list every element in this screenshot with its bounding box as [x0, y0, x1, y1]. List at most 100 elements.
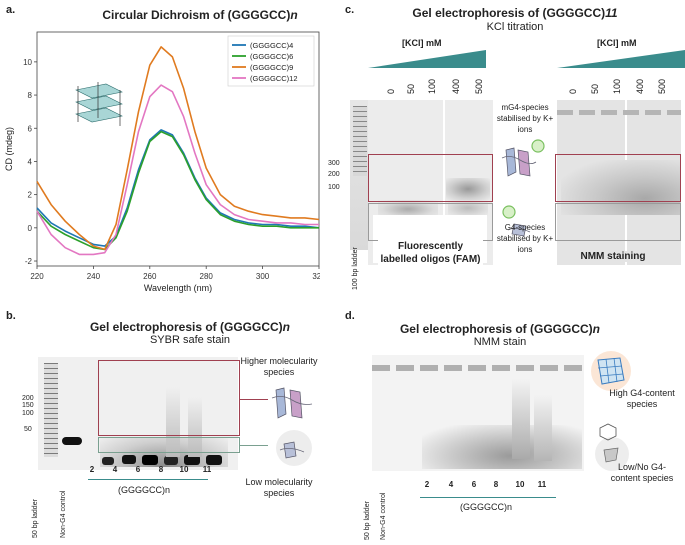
- panel-a-label: a.: [6, 4, 16, 16]
- lane-b-0: 2: [89, 465, 95, 474]
- low-label-b: Low molecularity species: [245, 477, 313, 498]
- cd-series-line-3: [36, 84, 319, 256]
- cd-chart: 220 240 260 280 300 320 -2 0 2 4 6 8 10 Wavelength (n…: [4, 31, 320, 293]
- control-label-b: Non-G4 control: [60, 490, 67, 538]
- lower-line-b: [240, 445, 268, 446]
- kcl-wedge-left: [368, 50, 486, 68]
- fam-label: Fluorescently labelled oligos (FAM): [378, 240, 483, 266]
- low-structure-icon-b: [276, 430, 312, 466]
- conc-right-3: 400: [635, 78, 645, 94]
- cd-ytick-label-6: 10: [23, 58, 32, 67]
- lane-d-5: 11: [537, 480, 547, 489]
- cd-series-line-0: [36, 129, 320, 247]
- panel-d-title-sub: n: [592, 322, 601, 336]
- ladder-b-tick-0: 200: [22, 395, 34, 402]
- conc-left-1: 50: [406, 83, 416, 94]
- panel-d-title: Gel electrophoresis of (GGGGCC)n: [370, 322, 630, 336]
- cd-xtick-label-0: 220: [30, 272, 44, 281]
- panel-b-title-sub: n: [282, 320, 291, 334]
- gel-d: [372, 355, 584, 471]
- cd-series-line-2: [36, 46, 320, 251]
- cd-ytick-label-0: -2: [25, 257, 33, 266]
- g4-structure-inset-icon: [75, 82, 123, 126]
- ladder-gel-c: [350, 100, 370, 250]
- cd-ytick-label-4: 6: [28, 124, 33, 133]
- panel-a-title-text: Circular Dichroism of (GGGGCC): [102, 8, 291, 22]
- cd-legend-label-1: (GGGGCC)6: [250, 52, 293, 61]
- lane-b-2: 6: [135, 465, 141, 474]
- g4-tetrad-plane-2: [75, 107, 123, 123]
- kcl-wedge-left-shape: [368, 50, 486, 68]
- panel-b-title: Gel electrophoresis of (GGGGCC)n: [60, 320, 320, 334]
- cd-xlabel: Wavelength (nm): [144, 283, 212, 293]
- cd-xtick-label-2: 260: [143, 272, 157, 281]
- high-g4-label-d: High G4-content species: [609, 388, 675, 409]
- cd-legend-label-0: (GGGGCC)4: [250, 41, 293, 50]
- conc-left-3: 400: [451, 78, 461, 94]
- lower-box-b: [98, 437, 240, 453]
- higher-line-b: [240, 399, 268, 400]
- lane-b-4: 10: [179, 465, 189, 474]
- conc-right-4: 500: [657, 78, 667, 94]
- cd-ylabel: CD (mdeg): [4, 127, 14, 171]
- cd-series-line-1: [36, 130, 319, 251]
- low-g4-label-d: Low/No G4-content species: [610, 462, 674, 483]
- lane-d-3: 8: [493, 480, 499, 489]
- panel-c-label: c.: [345, 4, 355, 16]
- ladder-b-tick-1: 150: [22, 402, 34, 409]
- cd-ytick-label-5: 8: [28, 91, 33, 100]
- cd-legend-label-2: (GGGGCC)9: [250, 63, 293, 72]
- cd-ytick-label-2: 2: [28, 191, 33, 200]
- kcl-wedge-right: [557, 50, 685, 68]
- lane-b-5: 11: [202, 465, 212, 474]
- mg4-structure-icon: [501, 139, 545, 177]
- mg4-label: mG4-species stabilised by K+ ions: [496, 103, 554, 134]
- panel-c-title: Gel electrophoresis of (GGGGCC)11: [360, 6, 670, 20]
- higher-structure-icon-b: [271, 387, 313, 419]
- lane-d-0: 2: [424, 480, 430, 489]
- ladder-b-tick-3: 50: [24, 426, 32, 433]
- lane-d-1: 4: [448, 480, 454, 489]
- kcl-wedge-right-shape: [557, 50, 685, 68]
- ladder-c-tick-1: 200: [328, 171, 340, 178]
- panel-a-title: Circular Dichroism of (GGGGCC)n: [70, 8, 330, 22]
- group-label-d: (GGGGCC)n: [460, 502, 513, 512]
- g4-label: G4-species stabilised by K+ ions: [496, 223, 554, 254]
- panel-c-subtitle: KCl titration: [486, 21, 544, 33]
- cd-xtick-label-5: 320: [312, 272, 320, 281]
- cd-plot-frame: [36, 31, 320, 267]
- panel-a-title-sub: n: [290, 8, 298, 22]
- conc-left-0: 0: [386, 88, 396, 94]
- g4-tetrad-plane-1: [75, 95, 123, 111]
- group-label-b: (GGGGCC)n: [118, 485, 171, 495]
- nmm-gel-c: [557, 100, 681, 265]
- kcl-label-left: [KCl] mM: [402, 38, 442, 48]
- panel-d-subtitle: NMM stain: [473, 336, 527, 348]
- lane-b-1: 4: [112, 465, 118, 474]
- ladder-c-tick-0: 300: [328, 160, 340, 167]
- higher-box-b: [98, 360, 240, 436]
- cd-xtick-label-3: 280: [200, 272, 214, 281]
- ladder-b-tick-2: 100: [22, 410, 34, 417]
- higher-label-b: Higher molecularity species: [240, 356, 318, 377]
- g4-tetrad-plane-0: [75, 83, 123, 99]
- fam-box-red: [368, 154, 493, 202]
- cd-xtick-label-1: 240: [87, 272, 101, 281]
- lane-d-2: 6: [471, 480, 477, 489]
- conc-left-2: 100: [427, 78, 437, 94]
- g4-structure-icon: [502, 205, 531, 237]
- cd-ytick-label-1: 0: [28, 224, 33, 233]
- control-label-d: Non-G4 control: [380, 492, 387, 540]
- nmm-label-c: NMM staining: [568, 251, 658, 262]
- panel-c-title-text: Gel electrophoresis of (GGGGCC): [412, 6, 606, 20]
- panel-b-subtitle: SYBR safe stain: [149, 334, 231, 346]
- conc-right-0: 0: [568, 88, 578, 94]
- panel-c-title-sub: 11: [605, 6, 618, 20]
- lane-d-4: 10: [515, 480, 525, 489]
- ladder-label-d: 50 bp ladder: [364, 501, 371, 540]
- lane-b-3: 8: [158, 465, 164, 474]
- g4-strand-lines: [77, 82, 121, 126]
- kcl-label-right: [KCl] mM: [597, 38, 637, 48]
- panel-b-title-text: Gel electrophoresis of (GGGGCC): [89, 320, 283, 334]
- low-g4-icon-d: [595, 423, 629, 471]
